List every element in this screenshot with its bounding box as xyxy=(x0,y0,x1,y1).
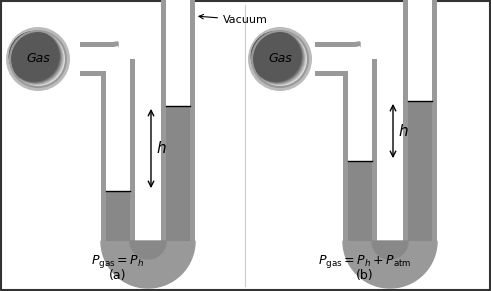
Bar xyxy=(80,47,118,71)
Bar xyxy=(315,71,360,76)
Polygon shape xyxy=(343,241,437,288)
Bar xyxy=(348,161,372,241)
Bar xyxy=(348,59,372,241)
Ellipse shape xyxy=(9,31,60,82)
Text: Vacuum: Vacuum xyxy=(199,15,268,25)
Ellipse shape xyxy=(251,31,301,82)
Bar xyxy=(432,0,437,241)
Ellipse shape xyxy=(252,31,307,86)
Polygon shape xyxy=(106,47,118,59)
Ellipse shape xyxy=(9,31,60,83)
Text: $P_{\mathrm{gas}} = P_h$: $P_{\mathrm{gas}} = P_h$ xyxy=(91,253,144,269)
Ellipse shape xyxy=(248,27,312,91)
Text: Gas: Gas xyxy=(268,52,292,65)
Ellipse shape xyxy=(252,31,306,86)
Bar xyxy=(106,191,130,241)
Bar xyxy=(372,59,377,241)
Ellipse shape xyxy=(252,31,307,87)
Text: (a): (a) xyxy=(109,269,127,281)
Polygon shape xyxy=(101,241,195,288)
Ellipse shape xyxy=(251,31,304,84)
Bar xyxy=(101,59,106,241)
Ellipse shape xyxy=(9,31,64,85)
Ellipse shape xyxy=(251,31,304,84)
Text: Gas: Gas xyxy=(26,52,50,65)
Polygon shape xyxy=(130,241,166,259)
Ellipse shape xyxy=(9,31,61,83)
Text: (b): (b) xyxy=(356,269,374,281)
Bar xyxy=(315,42,360,47)
Polygon shape xyxy=(372,241,408,259)
Ellipse shape xyxy=(6,27,70,91)
Ellipse shape xyxy=(10,31,65,87)
Text: h: h xyxy=(398,123,408,139)
Ellipse shape xyxy=(251,31,306,85)
Bar xyxy=(80,42,118,47)
Bar xyxy=(161,0,166,241)
Ellipse shape xyxy=(10,31,65,86)
Bar xyxy=(315,47,360,71)
Bar xyxy=(130,59,135,241)
Ellipse shape xyxy=(251,31,303,83)
Bar xyxy=(408,0,432,241)
Ellipse shape xyxy=(251,31,306,86)
Ellipse shape xyxy=(251,31,305,85)
Ellipse shape xyxy=(10,31,64,86)
Bar xyxy=(403,0,408,241)
Ellipse shape xyxy=(252,31,308,87)
Ellipse shape xyxy=(9,31,61,83)
Bar xyxy=(190,0,195,241)
Text: $P_{\mathrm{gas}} = P_h + P_{\mathrm{atm}}$: $P_{\mathrm{gas}} = P_h + P_{\mathrm{atm… xyxy=(318,253,412,269)
Ellipse shape xyxy=(9,31,63,84)
Ellipse shape xyxy=(10,31,65,86)
Polygon shape xyxy=(101,42,118,59)
Ellipse shape xyxy=(9,31,62,84)
Polygon shape xyxy=(348,47,360,59)
Text: h: h xyxy=(156,141,165,156)
Ellipse shape xyxy=(9,31,62,84)
Bar xyxy=(166,0,190,241)
Bar xyxy=(106,59,130,241)
Ellipse shape xyxy=(251,31,303,83)
Ellipse shape xyxy=(251,31,302,82)
Ellipse shape xyxy=(251,31,305,84)
Bar xyxy=(408,101,432,241)
Polygon shape xyxy=(343,42,360,59)
Bar xyxy=(343,59,348,241)
Ellipse shape xyxy=(9,31,63,85)
Bar xyxy=(80,71,118,76)
Bar xyxy=(166,106,190,241)
Ellipse shape xyxy=(10,31,66,87)
Ellipse shape xyxy=(251,31,302,83)
Ellipse shape xyxy=(9,31,59,82)
